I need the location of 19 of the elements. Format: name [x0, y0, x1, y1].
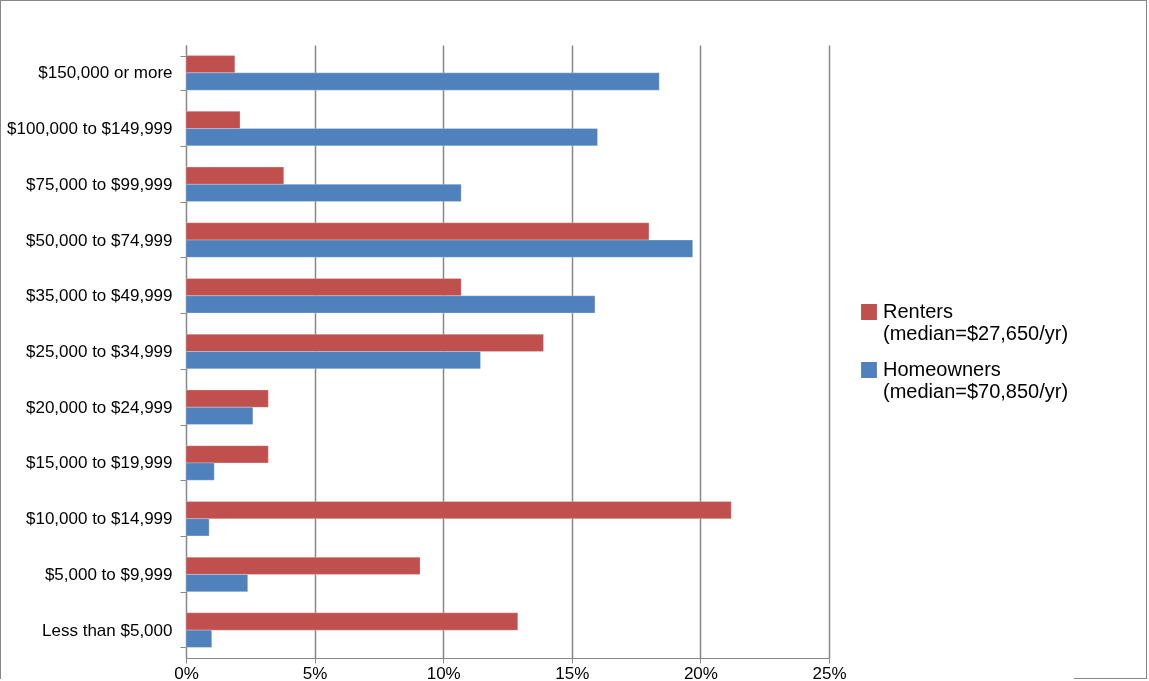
x-tick-label: 5%	[302, 663, 328, 681]
y-tick-label: $35,000 to $49,999	[25, 286, 173, 306]
y-tick-label: $15,000 to $19,999	[25, 453, 173, 473]
y-tick-label: $20,000 to $24,999	[25, 397, 173, 417]
y-tick-label: $100,000 to $149,999	[7, 119, 173, 139]
y-tick-label: $10,000 to $14,999	[25, 509, 173, 529]
y-tick-label: $150,000 or more	[38, 63, 173, 83]
y-tick-label: $50,000 to $74,999	[25, 230, 173, 250]
x-tick-label: 20%	[683, 663, 718, 681]
y-tick-label: Less than $5,000	[42, 620, 173, 640]
x-tick-label: 15%	[555, 663, 590, 681]
y-tick-label: $75,000 to $99,999	[25, 174, 173, 194]
x-tick-label: 10%	[426, 663, 461, 681]
y-tick-label: $5,000 to $9,999	[44, 564, 173, 584]
x-tick-label: 25%	[812, 663, 847, 681]
legend-label: Renters (median=$27,650/yr)	[883, 300, 1069, 344]
x-tick-label: 0%	[174, 663, 199, 681]
legend-label: Homeowners (median=$70,850/yr)	[883, 358, 1069, 402]
y-tick-label: $25,000 to $34,999	[25, 342, 173, 361]
